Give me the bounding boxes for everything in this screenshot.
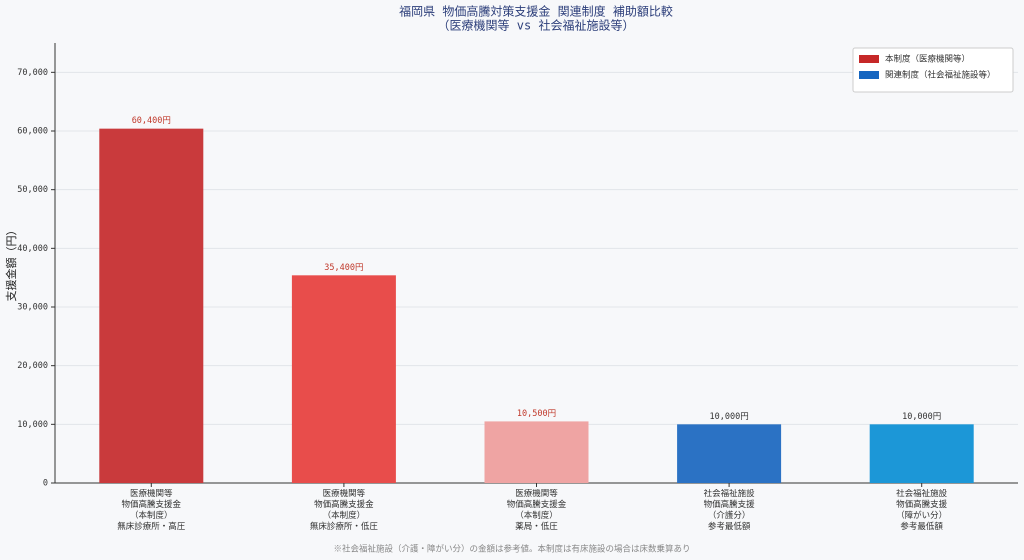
y-tick-label: 30,000	[17, 303, 48, 313]
chart-subtitle: （医療機関等 vs 社会福祉施設等）	[438, 18, 635, 33]
legend-label: 本制度（医療機関等）	[885, 54, 970, 65]
x-tick-label: 医療機関等 物価高騰支援金 （本制度） 薬局・低圧	[506, 489, 567, 532]
bar	[677, 424, 782, 483]
y-tick-label: 70,000	[17, 68, 48, 78]
x-tick-label-box: 医療機関等 物価高騰支援金 （本制度） 無床診療所・低圧	[309, 489, 378, 532]
bar	[99, 128, 204, 484]
chart-title: 福岡県 物価高騰対策支援金 関連制度 補助額比較	[399, 4, 673, 19]
x-tick-label: 医療機関等 物価高騰支援金 （本制度） 無床診療所・高圧	[117, 489, 186, 532]
bar	[484, 421, 589, 483]
x-tick-label: 社会福祉施設 物価高騰支援 （障がい分） 参考最低額	[896, 489, 948, 532]
bar	[869, 424, 974, 483]
legend-swatch	[859, 55, 879, 63]
x-tick-label: 社会福祉施設 物価高騰支援 （介護分） 参考最低額	[703, 489, 755, 532]
data-label: 10,000円	[902, 412, 941, 422]
bar	[291, 275, 396, 483]
y-tick-label: 50,000	[17, 185, 48, 195]
y-tick-label: 0	[43, 479, 48, 489]
footnote: ※社会福祉施設（介護・障がい分）の金額は参考値。本制度は有床施設の場合は床数乗算…	[333, 544, 690, 555]
data-label: 10,000円	[709, 412, 748, 422]
y-tick-label: 10,000	[17, 420, 48, 430]
legend: 本制度（医療機関等） 関連制度（社会福祉施設等）	[852, 47, 1014, 93]
x-tick-label: 医療機関等 物価高騰支援金 （本制度） 無床診療所・低圧	[309, 489, 378, 532]
y-axis-label: 支援金額（円）	[4, 225, 18, 302]
data-label: 35,400円	[324, 263, 363, 273]
x-tick-label-box: 医療機関等 物価高騰支援金 （本制度） 無床診療所・高圧	[117, 489, 186, 532]
data-label: 10,500円	[517, 409, 556, 419]
legend-label: 関連制度（社会福祉施設等）	[885, 70, 996, 81]
y-tick-label: 60,000	[17, 127, 48, 137]
x-tick-label-box: 社会福祉施設 物価高騰支援 （介護分） 参考最低額	[703, 489, 755, 532]
data-label: 60,400円	[132, 116, 171, 126]
y-tick-label: 20,000	[17, 361, 48, 371]
x-tick-label-box: 社会福祉施設 物価高騰支援 （障がい分） 参考最低額	[896, 489, 948, 532]
x-tick-label-box: 医療機関等 物価高騰支援金 （本制度） 薬局・低圧	[506, 489, 567, 532]
legend-box	[852, 47, 1014, 93]
y-tick-label: 40,000	[17, 244, 48, 254]
legend-swatch	[859, 71, 879, 79]
